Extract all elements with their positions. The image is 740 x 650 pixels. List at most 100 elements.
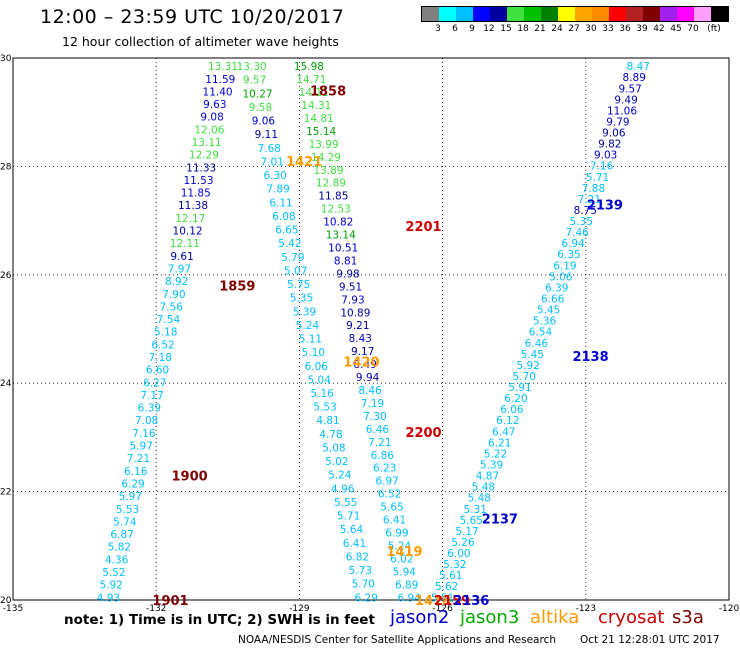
wave-height-label-altika: 15.98 <box>294 61 324 73</box>
legend-jason2: jason2 <box>390 607 450 628</box>
wave-height-label-jason2: 5.45 <box>521 349 544 361</box>
x-tick-label: -129 <box>289 604 310 614</box>
time-label: 1418 <box>415 594 451 609</box>
wave-height-label-altika: 14.11 <box>299 87 329 99</box>
wave-height-label-jason2: 5.36 <box>533 316 557 328</box>
time-label: 2139 <box>587 198 623 213</box>
time-label: 2201 <box>405 220 441 235</box>
wave-height-label-jason2: 6.39 <box>545 282 568 294</box>
wave-height-label-jason2: 5.61 <box>439 570 462 582</box>
wave-height-label-cryosat: 5.92 <box>99 580 122 592</box>
color-scale-swatch <box>660 7 677 21</box>
wave-height-label-s3a: 9.06 <box>252 116 276 128</box>
color-scale-labels: 3 6 9 12 15 18 21 24 27 30 33 36 39 42 45 70 (ft) <box>421 22 729 34</box>
color-scale-swatch <box>677 7 694 21</box>
wave-height-label-s3a: 9.57 <box>243 75 266 87</box>
wave-height-label-jason2: 5.91 <box>508 382 531 394</box>
wave-height-label-cryosat: 6.87 <box>110 529 133 541</box>
wave-height-label-altika: 6.02 <box>390 553 413 565</box>
wave-height-label-cryosat: 5.97 <box>119 491 142 503</box>
wave-height-label-altika: 15.14 <box>306 126 336 138</box>
wave-height-label-s3a: 5.79 <box>281 252 304 264</box>
wave-height-label-altika: 9.94 <box>356 372 380 384</box>
wave-height-label-cryosat: 12.11 <box>170 238 200 250</box>
y-tick-label: 24 <box>0 379 12 389</box>
wave-height-label-altika: 8.46 <box>358 385 382 397</box>
wave-height-label-s3a: 4.78 <box>319 429 342 441</box>
wave-height-label-s3a: 5.24 <box>296 320 320 332</box>
wave-height-label-altika: 12.89 <box>316 178 346 190</box>
wave-height-label-jason2: 6.06 <box>500 404 524 416</box>
wave-height-label-s3a: 5.02 <box>325 456 348 468</box>
wave-height-label-cryosat: 7.56 <box>160 301 184 313</box>
wave-height-label-cryosat: 5.18 <box>154 327 177 339</box>
wave-height-label-altika: 11.85 <box>318 191 348 203</box>
wave-height-label-jason2: 7.46 <box>565 227 589 239</box>
color-scale-swatch <box>456 7 473 21</box>
wave-height-label-s3a: 6.29 <box>355 592 378 604</box>
wave-height-label-cryosat: 12.29 <box>189 150 219 162</box>
wave-height-label-s3a: 5.70 <box>352 579 375 591</box>
color-scale-label: 39 <box>636 24 648 34</box>
plot-frame <box>12 57 730 601</box>
wave-height-label-altika: 6.97 <box>375 476 398 488</box>
time-label: 2200 <box>405 426 441 441</box>
wave-height-label-jason2: 5.39 <box>480 460 503 472</box>
wave-height-label-jason2: 6.12 <box>496 415 519 427</box>
wave-height-label-altika: 8.81 <box>334 255 357 267</box>
wave-height-label-cryosat: 7.54 <box>157 314 181 326</box>
wave-height-label-s3a: 5.42 <box>278 238 301 250</box>
wave-height-label-cryosat: 7.08 <box>135 415 158 427</box>
wave-height-label-cryosat: 6.27 <box>143 377 166 389</box>
wave-height-label-s3a: 5.16 <box>310 388 334 400</box>
wave-height-label-jason2: 4.87 <box>476 471 499 483</box>
wave-height-label-cryosat: 9.63 <box>203 99 226 111</box>
color-scale-label: (ft) <box>707 24 721 34</box>
color-scale-label: 12 <box>483 24 495 34</box>
time-label: 1900 <box>172 469 208 484</box>
wave-height-label-jason2: 8.89 <box>623 72 646 84</box>
wave-height-label-jason2: 5.06 <box>549 271 573 283</box>
wave-height-label-cryosat: 8.92 <box>165 276 188 288</box>
wave-height-label-jason2: 9.57 <box>618 83 641 95</box>
wave-height-label-jason2: 5.32 <box>443 559 466 571</box>
wave-height-label-altika: 6.46 <box>366 424 390 436</box>
wave-height-label-cryosat: 6.52 <box>151 339 174 351</box>
wave-height-label-altika: 7.30 <box>363 411 386 423</box>
wave-height-label-s3a: 5.07 <box>284 265 307 277</box>
wave-height-label-jason2: 6.20 <box>504 393 527 405</box>
color-scale-swatch <box>473 7 490 21</box>
wave-height-label-jason2: 5.48 <box>472 482 495 494</box>
wave-height-label-altika: 6.99 <box>385 528 408 540</box>
wave-height-label-cryosat: 9.08 <box>200 112 223 124</box>
wave-height-label-s3a: 7.89 <box>266 184 289 196</box>
footer-credit: NOAA/NESDIS Center for Satellite Applica… <box>238 634 556 646</box>
wave-height-label-cryosat: 12.17 <box>175 213 205 225</box>
wave-height-label-jason2: 5.70 <box>512 371 535 383</box>
x-tick-label: -132 <box>146 604 166 614</box>
wave-height-label-s3a: 9.58 <box>249 102 272 114</box>
wave-height-label-jason2: 6.00 <box>447 548 470 560</box>
wave-height-label-jason2: 9.06 <box>602 128 626 140</box>
color-scale-label: 45 <box>670 24 682 34</box>
wave-height-label-cryosat: 4.93 <box>97 592 120 604</box>
wave-height-label-cryosat: 6.16 <box>124 466 148 478</box>
color-scale-swatch <box>541 7 558 21</box>
wave-height-label-s3a: 5.55 <box>334 497 357 509</box>
wave-height-label-altika: 8.49 <box>353 359 376 371</box>
wave-height-label-altika: 12.53 <box>321 204 351 216</box>
wave-height-label-altika: 7.21 <box>368 437 391 449</box>
color-scale-swatch <box>711 7 728 21</box>
wave-height-label-jason2: 9.03 <box>594 150 617 162</box>
wave-height-label-s3a: 5.04 <box>308 374 332 386</box>
color-scale-label: 6 <box>452 24 458 34</box>
wave-height-label-jason2: 5.48 <box>468 493 491 505</box>
wave-height-label-jason2: 9.79 <box>606 116 629 128</box>
color-scale-label: 24 <box>551 24 563 34</box>
wave-height-label-jason2: 9.49 <box>614 94 637 106</box>
wave-height-label-cryosat: 7.90 <box>162 289 185 301</box>
wave-height-label-s3a: 5.53 <box>313 402 336 414</box>
wave-height-label-cryosat: 11.40 <box>203 86 233 98</box>
wave-height-label-s3a: 5.73 <box>349 565 372 577</box>
wave-height-label-altika: 5.94 <box>393 566 417 578</box>
